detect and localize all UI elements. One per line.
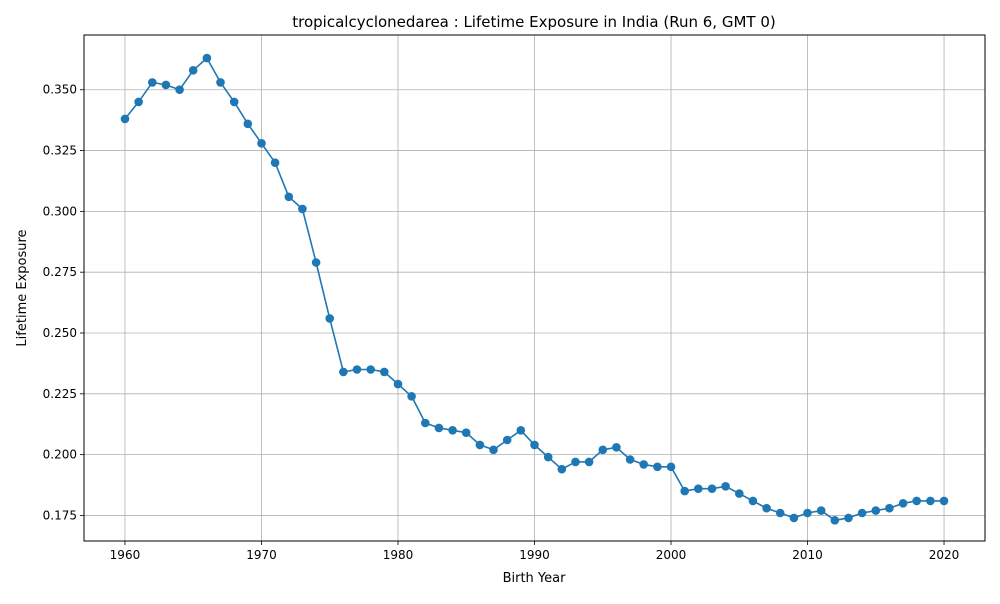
data-point-marker: [448, 426, 457, 435]
data-point-marker: [748, 496, 758, 506]
data-point-marker: [489, 445, 498, 455]
data-point-marker: [134, 97, 143, 107]
data-point-marker: [475, 440, 485, 450]
y-tick-label: 0.200: [43, 448, 77, 462]
data-point-marker: [584, 457, 594, 467]
data-point-marker: [270, 158, 280, 167]
y-axis-label: Lifetime Exposure: [15, 229, 30, 346]
x-axis-label: Birth Year: [503, 571, 567, 586]
data-point-marker: [229, 97, 239, 107]
data-point-marker: [639, 460, 648, 469]
data-point-marker: [188, 66, 198, 75]
data-point-marker: [898, 499, 908, 508]
x-tick-label: 1970: [246, 548, 277, 562]
data-point-marker: [612, 443, 621, 452]
y-tick-label: 0.325: [43, 144, 77, 158]
grid-lines: [84, 35, 985, 541]
data-point-marker: [257, 139, 266, 148]
data-point-marker: [939, 496, 949, 506]
data-point-marker: [175, 85, 184, 94]
data-point-marker: [339, 367, 348, 377]
x-tick-label: 2020: [929, 548, 960, 562]
data-point-marker: [762, 503, 771, 513]
data-point-marker: [366, 365, 376, 374]
data-point-marker: [461, 428, 471, 438]
x-tick-label: 1990: [519, 548, 550, 562]
data-point-marker: [653, 462, 662, 472]
data-point-marker: [926, 496, 935, 506]
data-point-marker: [216, 78, 225, 87]
data-point-marker: [571, 457, 580, 467]
y-tick-label: 0.225: [43, 387, 77, 401]
x-tick-label: 1960: [110, 548, 141, 562]
data-point-marker: [148, 78, 157, 87]
y-tick-label: 0.275: [43, 265, 77, 279]
data-point-marker: [543, 452, 553, 462]
series-markers: [120, 53, 949, 525]
data-point-marker: [721, 482, 730, 491]
data-point-marker: [202, 53, 212, 63]
x-tick-label: 1980: [383, 548, 414, 562]
data-point-marker: [694, 484, 703, 494]
axis-ticks: 1960 1970 1980 1990 2000 2010 2020 0.175 0.200 0.…: [43, 83, 960, 562]
data-point-marker: [325, 314, 335, 323]
data-point-marker: [380, 367, 389, 377]
data-point-marker: [434, 423, 444, 433]
data-point-marker: [284, 192, 294, 202]
data-point-marker: [735, 489, 744, 498]
data-point-marker: [243, 119, 253, 129]
data-point-marker: [857, 508, 867, 518]
data-point-marker: [557, 464, 567, 474]
x-tick-label: 2000: [656, 548, 687, 562]
y-tick-label: 0.175: [43, 508, 77, 522]
data-point-marker: [393, 379, 403, 389]
data-point-marker: [844, 513, 853, 523]
chart-title: tropicalcyclonedarea : Lifetime Exposure…: [292, 13, 775, 31]
data-point-marker: [830, 516, 840, 525]
data-point-marker: [352, 365, 362, 374]
data-point-marker: [407, 392, 416, 401]
data-point-marker: [707, 484, 717, 494]
data-point-marker: [516, 426, 526, 435]
data-point-marker: [789, 513, 799, 523]
y-tick-label: 0.350: [43, 83, 77, 97]
y-tick-label: 0.300: [43, 204, 77, 218]
data-point-marker: [871, 506, 881, 515]
data-point-marker: [311, 258, 321, 267]
data-point-marker: [680, 486, 689, 496]
data-point-marker: [803, 508, 812, 518]
data-point-marker: [598, 445, 608, 455]
data-point-marker: [625, 455, 635, 464]
data-point-marker: [120, 114, 130, 124]
data-point-marker: [775, 508, 785, 518]
data-point-marker: [298, 204, 307, 214]
x-tick-label: 2010: [792, 548, 823, 562]
data-point-marker: [421, 418, 430, 428]
data-point-marker: [530, 440, 539, 450]
data-point-marker: [912, 496, 921, 506]
data-point-marker: [666, 462, 676, 472]
data-point-marker: [885, 503, 894, 513]
data-point-marker: [816, 506, 826, 515]
data-point-marker: [502, 435, 512, 445]
y-tick-label: 0.250: [43, 326, 77, 340]
data-point-marker: [161, 80, 171, 90]
